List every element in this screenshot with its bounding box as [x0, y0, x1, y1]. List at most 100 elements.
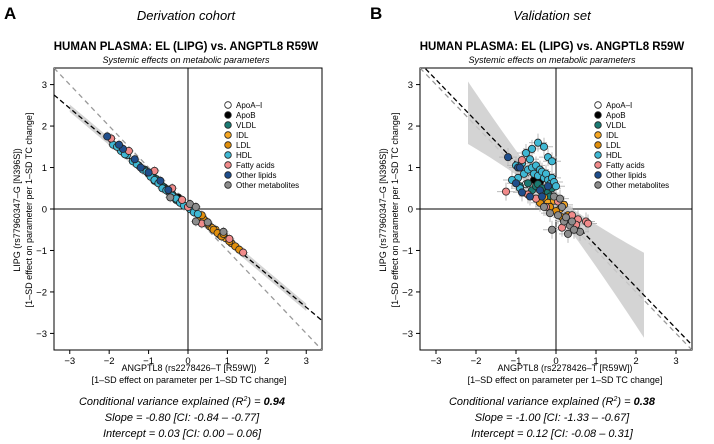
data-point-a-other-metabolites — [191, 217, 200, 226]
data-point-b-other-lipids — [538, 192, 547, 201]
y-axis-label-a-line2: [1–SD effect on parameter per 1–SD TC ch… — [24, 113, 34, 308]
data-point-b-hdl — [522, 149, 531, 158]
legend-label-b: VLDL — [606, 121, 627, 130]
data-point-b-other-metabolites — [562, 213, 571, 222]
y-axis-label-a-line1: LIPG (rs77960347–G [N396S]) — [12, 148, 22, 272]
data-point-b-other-metabolites — [548, 225, 557, 234]
legend-marker-a-apob — [224, 111, 232, 119]
y-tick-label-a: −3 — [36, 329, 47, 340]
x-tick-label-a: −3 — [64, 356, 75, 367]
legend-marker-a-fatty-acids — [224, 161, 232, 169]
data-point-b-fatty-acids — [584, 219, 593, 228]
x-tick-label-a: −1 — [143, 356, 154, 367]
data-point-a-other-metabolites — [203, 218, 212, 227]
data-point-a-other-lipids — [115, 140, 124, 149]
legend-marker-a-idl — [224, 131, 232, 139]
x-tick-label-a: 0 — [185, 356, 190, 367]
legend-marker-b-ldl — [594, 141, 602, 149]
data-point-b-hdl — [548, 157, 557, 166]
legend-marker-a-apoa-i — [224, 101, 232, 109]
legend-label-a: VLDL — [236, 121, 257, 130]
plot-area-a: −3 −2 −1 0 1 2 3 −3 −2 −1 0 1 2 3 ApoA–IApoBVLDLIDLLDL… — [36, 67, 323, 367]
data-point-a-other-metabolites — [219, 227, 228, 236]
data-point-b-other-lipids — [518, 188, 527, 197]
chart-title-b: HUMAN PLASMA: EL (LIPG) vs. ANGPTL8 R59W — [420, 41, 685, 53]
reference-line-b — [420, 68, 692, 350]
y-tick-label-b: 0 — [408, 205, 413, 216]
legend-label-a: Other lipids — [236, 171, 276, 180]
legend-marker-b-hdl — [594, 151, 602, 159]
data-point-b-other-lipids — [516, 163, 525, 172]
data-point-b-other-metabolites — [556, 194, 565, 203]
data-point-a-other-lipids — [103, 132, 112, 141]
legend-label-b: ApoB — [606, 111, 626, 120]
data-point-a-other-metabolites — [191, 202, 200, 211]
data-point-b-other-metabolites — [564, 229, 573, 238]
legend-marker-b-other-lipids — [594, 171, 602, 179]
data-point-b-vldl — [524, 179, 533, 188]
intercept-statement-a: Intercept = 0.03 [CI: 0.00 – 0.06] — [103, 428, 262, 440]
y-tick-label-b: 3 — [408, 80, 413, 91]
r2-statement-a: Conditional variance explained (R2) = 0.… — [79, 396, 285, 408]
x-tick-label-b: 0 — [553, 356, 558, 367]
x-tick-label-b: −1 — [511, 356, 522, 367]
x-axis-label-b-line1: ANGPTL8 (rs2278426–T [R59W]) — [498, 363, 633, 373]
slope-statement-a: Slope = -0.80 [CI: -0.84 – -0.77] — [105, 412, 260, 424]
y-tick-label-a: −2 — [36, 287, 47, 298]
y-tick-label-a: 1 — [42, 163, 47, 174]
cohort-label-b: Validation set — [513, 8, 592, 23]
legend-label-a: LDL — [236, 141, 251, 150]
panel-a: A Derivation cohort HUMAN PLASMA: EL (LI… — [4, 4, 323, 440]
x-tick-label-b: −3 — [431, 356, 442, 367]
data-point-b-other-metabolites — [554, 211, 563, 220]
data-point-b-hdl — [526, 155, 535, 164]
chart-subtitle-a: Systemic effects on metabolic parameters — [102, 55, 270, 65]
legend-marker-b-idl — [594, 131, 602, 139]
data-point-b-other-metabolites — [558, 202, 567, 211]
x-tick-label-a: 3 — [304, 356, 309, 367]
panel-letter-a: A — [4, 4, 16, 23]
y-axis-label-b-line1: LIPG (rs77960347–G [N396S]) — [378, 148, 388, 272]
legend-label-a: ApoB — [236, 111, 256, 120]
legend-marker-b-fatty-acids — [594, 161, 602, 169]
slope-statement-b: Slope = -1.00 [CI: -1.33 – -0.67] — [475, 412, 630, 424]
data-point-a-other-lipids — [164, 185, 173, 194]
data-point-b-fatty-acids — [501, 187, 510, 196]
r2-value-b: 0.38 — [634, 396, 656, 408]
data-point-b-other-lipids — [503, 153, 512, 162]
data-point-a-fatty-acids — [239, 248, 248, 257]
legend-label-b: IDL — [606, 131, 619, 140]
legend-label-a: Fatty acids — [236, 161, 275, 170]
data-point-b-hdl — [528, 144, 537, 153]
legend-label-b: Other metabolites — [606, 181, 669, 190]
data-point-a-other-lipids — [130, 155, 139, 164]
data-point-a-fatty-acids — [225, 234, 234, 243]
legend-marker-a-other-lipids — [224, 171, 232, 179]
legend-label-a: ApoA–I — [236, 101, 262, 110]
legend-label-b: ApoA–I — [606, 101, 632, 110]
data-point-a-hdl — [193, 209, 202, 218]
data-point-b-other-lipids — [512, 179, 521, 188]
data-point-b-other-lipids — [526, 192, 535, 201]
y-tick-label-b: −1 — [402, 246, 413, 257]
data-point-a-other-metabolites — [166, 193, 175, 202]
x-tick-label-b: 1 — [593, 356, 598, 367]
x-axis-label-b-line2: [1–SD effect on parameter per 1–SD TC ch… — [468, 375, 663, 385]
data-point-a-fatty-acids — [178, 195, 187, 204]
data-point-a-other-lipids — [156, 176, 165, 185]
chart-subtitle-b: Systemic effects on metabolic parameters — [468, 55, 636, 65]
legend-label-a: Other metabolites — [236, 181, 299, 190]
x-tick-label-a: 2 — [264, 356, 269, 367]
y-tick-label-a: 3 — [42, 80, 47, 91]
legend-marker-b-apob — [594, 111, 602, 119]
y-tick-label-b: 1 — [408, 163, 413, 174]
data-point-a-other-lipids — [136, 163, 145, 172]
fit-line-a — [54, 94, 322, 322]
r2-value-a: 0.94 — [264, 396, 285, 408]
cohort-label-a: Derivation cohort — [137, 8, 237, 23]
legend-label-b: HDL — [606, 151, 623, 160]
y-tick-label-a: 2 — [42, 122, 47, 133]
r2-statement-b: Conditional variance explained (R2) = 0.… — [449, 396, 656, 408]
chart-title-a: HUMAN PLASMA: EL (LIPG) vs. ANGPTL8 R59W — [54, 41, 319, 53]
